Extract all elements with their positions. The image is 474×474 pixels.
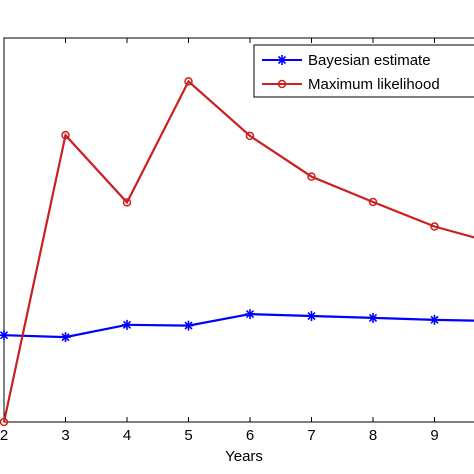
x-axis-ticks: 2 3 4 5 6 7 8 9 bbox=[0, 38, 439, 444]
data-point bbox=[60, 332, 71, 343]
x-tick-label: 6 bbox=[246, 427, 254, 444]
x-tick-label: 3 bbox=[61, 427, 69, 444]
legend-entry: Maximum likelihood bbox=[262, 76, 440, 93]
legend-label: Maximum likelihood bbox=[308, 76, 440, 93]
data-point bbox=[122, 319, 132, 330]
data-point bbox=[183, 320, 194, 331]
data-point bbox=[245, 309, 255, 320]
data-point bbox=[184, 77, 193, 86]
series-line bbox=[2, 79, 474, 423]
series-2 bbox=[0, 77, 474, 427]
legend-label: Bayesian estimate bbox=[308, 52, 431, 69]
x-tick-label: 2 bbox=[0, 427, 8, 444]
plot-area bbox=[3, 37, 474, 423]
series-layer bbox=[0, 77, 474, 427]
x-tick-label: 8 bbox=[369, 427, 377, 444]
x-axis-title: Years bbox=[225, 448, 263, 465]
data-point bbox=[245, 131, 255, 141]
data-point bbox=[306, 311, 317, 322]
x-tick-label: 7 bbox=[307, 427, 315, 444]
data-point bbox=[368, 197, 378, 207]
data-point bbox=[307, 172, 316, 181]
legend-box bbox=[253, 44, 474, 98]
legend-marker bbox=[277, 79, 287, 89]
data-point bbox=[430, 222, 439, 231]
legend-items: Bayesian estimate Maximum likelihood bbox=[262, 52, 440, 93]
data-point bbox=[0, 330, 9, 341]
data-point bbox=[0, 417, 9, 427]
x-tick-label: 5 bbox=[184, 427, 192, 444]
x-tick-label: 9 bbox=[430, 427, 438, 444]
legend-marker bbox=[277, 55, 287, 65]
series-1 bbox=[0, 309, 474, 343]
data-point bbox=[368, 312, 378, 323]
x-tick-label: 4 bbox=[123, 427, 131, 444]
data-point bbox=[429, 314, 440, 325]
data-point bbox=[61, 130, 70, 140]
data-point bbox=[122, 198, 132, 207]
legend-entry: Bayesian estimate bbox=[262, 52, 431, 69]
legend: Bayesian estimate Maximum likelihood bbox=[253, 44, 474, 98]
